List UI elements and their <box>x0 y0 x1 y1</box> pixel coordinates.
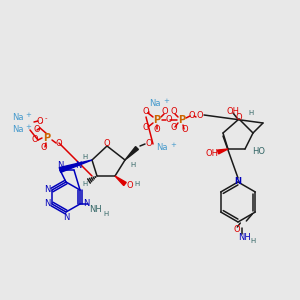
Text: NH: NH <box>238 233 251 242</box>
Text: O: O <box>162 107 168 116</box>
Text: N: N <box>235 176 242 185</box>
Text: N: N <box>57 160 63 169</box>
Text: O: O <box>166 116 172 124</box>
Text: HO: HO <box>253 146 266 155</box>
Text: H: H <box>130 162 136 168</box>
Text: P: P <box>44 133 51 143</box>
Text: O: O <box>171 124 177 133</box>
Text: O: O <box>197 110 203 119</box>
Text: O: O <box>143 107 149 116</box>
Text: N: N <box>44 185 50 194</box>
Text: +: + <box>163 98 169 104</box>
Text: H: H <box>103 211 109 217</box>
Text: N: N <box>83 200 89 208</box>
Polygon shape <box>125 147 138 160</box>
Text: +: + <box>25 124 31 130</box>
Text: ·: · <box>40 118 44 128</box>
Polygon shape <box>218 149 228 154</box>
Text: H: H <box>248 110 253 116</box>
Text: Na: Na <box>12 125 24 134</box>
Text: NH: NH <box>90 206 102 214</box>
Text: H: H <box>134 181 140 187</box>
Text: O: O <box>34 125 40 134</box>
Text: N: N <box>63 214 69 223</box>
Text: O: O <box>189 110 195 119</box>
Text: O: O <box>37 116 43 125</box>
Text: O: O <box>182 125 188 134</box>
Text: O: O <box>171 107 177 116</box>
Polygon shape <box>59 160 92 172</box>
Text: O: O <box>146 140 152 148</box>
Text: O: O <box>41 143 47 152</box>
Text: O: O <box>127 181 133 190</box>
Text: -: - <box>45 115 47 121</box>
Text: O: O <box>143 124 149 133</box>
Text: O: O <box>32 136 38 145</box>
Text: O: O <box>236 112 242 122</box>
Text: O: O <box>154 125 160 134</box>
Text: H: H <box>82 181 88 187</box>
Text: +: + <box>170 142 176 148</box>
Text: P: P <box>153 115 161 125</box>
Text: OH: OH <box>226 106 239 116</box>
Text: H: H <box>82 154 88 160</box>
Text: Na: Na <box>149 100 161 109</box>
Text: O: O <box>104 140 110 148</box>
Text: OH: OH <box>206 148 218 158</box>
Polygon shape <box>115 176 126 186</box>
Text: Na: Na <box>12 113 24 122</box>
Text: N: N <box>75 161 81 170</box>
Text: P: P <box>178 115 186 125</box>
Text: N: N <box>44 200 50 208</box>
Text: Na: Na <box>156 143 168 152</box>
Text: O: O <box>233 224 240 233</box>
Text: H: H <box>251 238 256 244</box>
Text: +: + <box>25 112 31 118</box>
Text: O: O <box>56 139 62 148</box>
